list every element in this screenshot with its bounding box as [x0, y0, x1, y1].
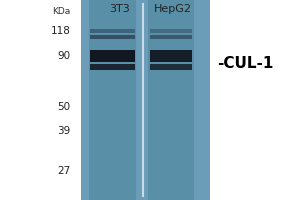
Bar	[90, 50, 135, 62]
Text: KDa: KDa	[52, 6, 70, 16]
Bar	[81, 0, 210, 200]
Text: -CUL-1: -CUL-1	[218, 56, 274, 72]
Text: 118: 118	[51, 26, 70, 36]
Bar	[150, 29, 192, 33]
Bar	[90, 64, 135, 70]
Text: 39: 39	[57, 126, 70, 136]
Bar	[148, 0, 194, 200]
Text: 27: 27	[57, 166, 70, 176]
Bar	[150, 50, 192, 62]
Text: 50: 50	[57, 102, 70, 112]
Bar	[90, 35, 135, 39]
Bar	[90, 29, 135, 33]
Bar	[150, 64, 192, 70]
Text: HepG2: HepG2	[154, 4, 191, 14]
Bar	[150, 35, 192, 39]
Bar	[89, 0, 136, 200]
Text: 3T3: 3T3	[110, 4, 130, 14]
Text: 90: 90	[57, 51, 70, 61]
